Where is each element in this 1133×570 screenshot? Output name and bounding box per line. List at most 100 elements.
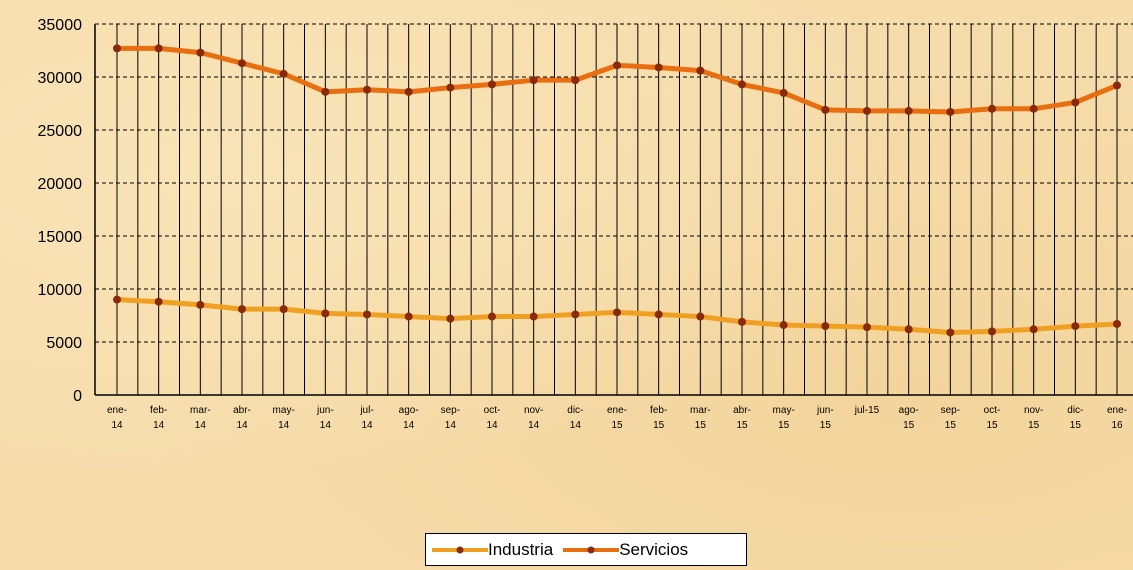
data-point-industria — [529, 312, 538, 321]
x-tick-label-year: 15 — [695, 420, 707, 431]
data-point-servicios — [404, 87, 413, 96]
data-point-servicios — [446, 83, 455, 92]
data-point-servicios — [529, 76, 538, 85]
data-point-servicios — [196, 48, 205, 57]
x-tick-label: ene- — [607, 405, 627, 416]
x-tick-label-year: 14 — [445, 420, 457, 431]
data-point-servicios — [238, 59, 246, 68]
legend-swatch-servicios — [563, 546, 620, 553]
x-tick-label-year: 16 — [1111, 420, 1123, 431]
data-point-servicios — [1029, 104, 1038, 113]
x-tick-label: abr- — [233, 405, 251, 416]
data-point-industria — [154, 297, 163, 306]
x-tick-label: jun- — [816, 405, 834, 416]
x-tick-label-year: 14 — [528, 420, 540, 431]
x-tick-label: dic- — [567, 405, 583, 416]
data-point-servicios — [113, 44, 121, 53]
x-tick-label: feb- — [650, 405, 667, 416]
data-point-servicios — [613, 61, 621, 70]
y-tick-label: 25000 — [38, 123, 83, 140]
y-tick-label: 10000 — [38, 282, 83, 299]
x-tick-label: jul-15 — [854, 405, 880, 416]
data-point-servicios — [738, 80, 746, 89]
data-point-industria — [613, 308, 621, 317]
x-tick-label-year: 14 — [153, 420, 165, 431]
legend-entry-servicios[interactable]: Servicios — [563, 540, 688, 560]
y-tick-label: 5000 — [46, 335, 82, 352]
x-tick-label: mar- — [190, 405, 211, 416]
data-point-industria — [1071, 322, 1080, 331]
data-point-servicios — [779, 88, 788, 97]
data-point-industria — [821, 322, 830, 331]
x-tick-label-year: 14 — [236, 420, 248, 431]
x-tick-label-year: 15 — [736, 420, 748, 431]
x-tick-label-year: 14 — [195, 420, 207, 431]
data-point-industria — [946, 328, 955, 337]
x-tick-label: jun- — [316, 405, 334, 416]
x-tick-label: ago- — [399, 405, 419, 416]
data-point-industria — [1029, 325, 1038, 334]
data-point-industria — [988, 327, 996, 336]
data-point-servicios — [821, 105, 830, 114]
x-tick-label-year: 14 — [278, 420, 290, 431]
y-tick-label: 20000 — [38, 176, 83, 193]
legend-entry-industria[interactable]: Industria — [432, 540, 553, 560]
data-point-servicios — [696, 66, 705, 75]
data-point-servicios — [904, 106, 913, 115]
legend-marker-servicios — [587, 546, 595, 553]
legend-swatch-industria — [432, 546, 488, 553]
x-tick-label: may- — [773, 405, 795, 416]
x-tick-label: oct- — [984, 405, 1001, 416]
data-point-servicios — [1071, 98, 1080, 107]
x-tick-label: nov- — [1024, 405, 1043, 416]
x-tick-label-year: 15 — [1028, 420, 1040, 431]
data-point-servicios — [654, 63, 663, 72]
x-tick-label-year: 14 — [111, 420, 123, 431]
x-tick-label-year: 14 — [403, 420, 415, 431]
x-tick-label: may- — [273, 405, 295, 416]
data-point-industria — [446, 314, 455, 323]
x-tick-label: sep- — [441, 405, 460, 416]
x-tick-label: dic- — [1067, 405, 1083, 416]
data-point-industria — [738, 317, 746, 326]
data-point-servicios — [571, 76, 580, 85]
data-point-industria — [571, 310, 580, 319]
data-point-industria — [196, 300, 205, 309]
x-tick-label-year: 15 — [611, 420, 623, 431]
data-point-industria — [863, 323, 871, 332]
data-point-servicios — [363, 85, 371, 94]
x-tick-label: ene- — [107, 405, 127, 416]
legend-label-servicios: Servicios — [619, 539, 689, 559]
data-point-servicios — [1113, 81, 1121, 90]
x-tick-label-year: 15 — [945, 420, 957, 431]
x-tick-label-year: 15 — [778, 420, 790, 431]
data-point-servicios — [154, 44, 163, 53]
data-point-servicios — [279, 69, 288, 78]
data-point-industria — [904, 325, 913, 334]
x-tick-label: oct- — [484, 405, 501, 416]
data-point-servicios — [988, 104, 996, 113]
data-point-servicios — [863, 106, 871, 115]
data-point-industria — [654, 310, 663, 319]
x-tick-label-year: 15 — [653, 420, 665, 431]
x-tick-label-year: 15 — [986, 420, 998, 431]
x-tick-label-year: 14 — [320, 420, 332, 431]
x-tick-label-year: 15 — [1070, 420, 1082, 431]
x-tick-label: abr- — [733, 405, 751, 416]
y-tick-label: 30000 — [38, 70, 83, 87]
data-point-industria — [113, 295, 121, 304]
x-tick-label: mar- — [690, 405, 711, 416]
x-tick-label: nov- — [524, 405, 543, 416]
data-point-industria — [279, 305, 288, 314]
legend-marker-industria — [456, 546, 464, 553]
x-tick-label: sep- — [941, 405, 960, 416]
data-point-industria — [321, 309, 330, 318]
x-tick-label-year: 15 — [820, 420, 832, 431]
x-tick-label: jul- — [359, 405, 373, 416]
data-point-servicios — [321, 87, 330, 96]
data-point-industria — [1113, 319, 1121, 328]
data-point-servicios — [946, 107, 955, 116]
data-point-industria — [238, 305, 246, 314]
